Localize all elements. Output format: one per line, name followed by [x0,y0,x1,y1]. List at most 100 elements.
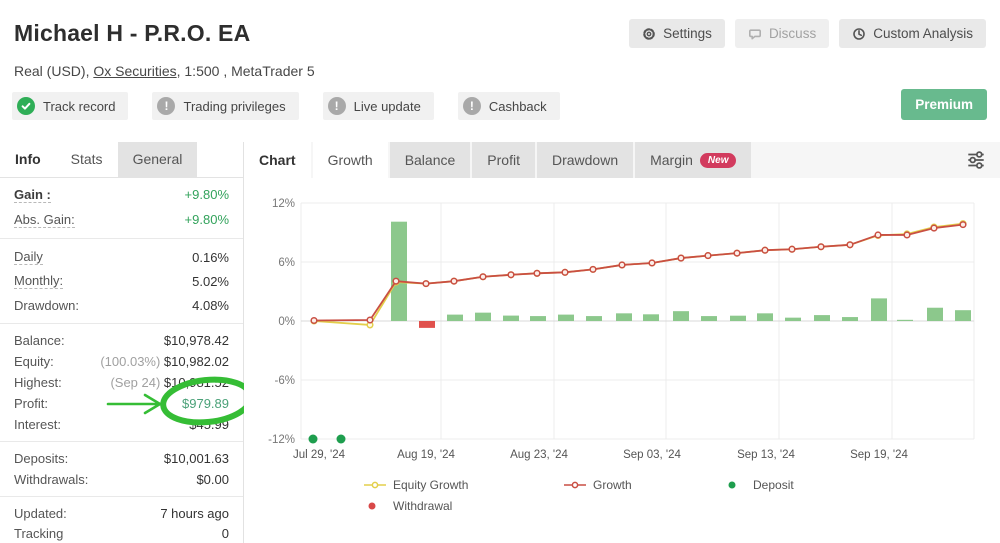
stat-label: Equity: [14,354,54,369]
profit-bar [842,317,858,321]
y-axis-tick: -6% [275,375,295,387]
legend-item-withdrawal[interactable]: Withdrawal [364,499,564,513]
stat-value-main: +9.80% [184,187,229,202]
growth-marker [874,231,882,239]
tab-balance[interactable]: Balance [389,142,471,178]
tab-drawdown[interactable]: Drawdown [536,142,634,178]
sidebar-tab-stats[interactable]: Stats [70,151,103,167]
settings-button[interactable]: Settings [629,19,725,48]
badge-live-update[interactable]: ! Live update [322,92,434,120]
stat-row-interest: Interest: $45.99 [0,414,243,435]
stat-row-gain: Gain : +9.80% [0,182,243,207]
check-icon [17,97,35,115]
badge-trading-privileges[interactable]: ! Trading privileges [152,92,299,120]
profit-bar [814,315,830,321]
header-actions: Settings Discuss Custom Analysis [629,19,986,48]
legend-label: Equity Growth [393,477,469,492]
broker-link[interactable]: Ox Securities [93,63,177,79]
growth-marker [507,271,515,279]
badge-label: Track record [43,98,116,114]
stat-value-main: $10,981.52 [163,375,229,390]
sidebar-tab-general[interactable]: General [117,142,198,177]
stat-value-main: $10,001.63 [163,451,229,466]
profit-bar [530,316,546,321]
tab-chart[interactable]: Chart [244,142,311,178]
exclamation-icon: ! [462,97,481,115]
button-label: Discuss [768,26,817,41]
stat-row-balance: Balance: $10,978.42 [0,330,243,351]
stat-label: Tracking [14,525,64,541]
stat-label[interactable]: Gain : [14,186,51,203]
growth-marker [450,277,458,285]
deposit-marker [336,434,346,444]
growth-marker [733,249,741,257]
legend-item-growth[interactable]: Growth [564,478,724,492]
growth-chart-plot[interactable]: 12% 6% 0% -6% -12% Jul 29, '24 Aug 19, '24 Aug … [244,185,989,470]
profit-bar [871,298,887,321]
divider [0,441,243,442]
stat-value-main: 0.16% [192,249,229,265]
growth-marker [589,265,597,273]
stat-value-main: $10,978.42 [163,333,229,348]
stat-value: $45.99 [189,417,229,432]
stat-value: 0 [222,526,229,541]
stat-value-main: $10,982.02 [163,354,229,369]
growth-marker [903,231,911,239]
tab-label: Balance [404,152,456,168]
stat-value-main: $45.99 [189,417,229,432]
legend-item-deposit[interactable]: Deposit [724,478,794,492]
new-badge: New [699,152,737,168]
stat-value: $10,978.42 [164,333,229,348]
stat-label: Deposits: [14,451,69,466]
chart-filter-icon[interactable] [965,149,987,171]
badge-label: Trading privileges [183,98,286,114]
profit-bar [701,316,717,321]
stats-sidebar: Info Stats General Gain : +9.80% Abs. Gain: +… [0,142,244,543]
button-label: Custom Analysis [873,26,973,41]
badge-cashback[interactable]: ! Cashback [457,92,560,120]
verification-badges: Track record! Trading privileges! Live upd… [12,92,560,120]
tab-margin[interactable]: Margin New [635,142,752,178]
stat-label[interactable]: Monthly: [14,273,64,289]
growth-marker [310,316,318,325]
account-meta: , 1:500 , MetaTrader 5 [176,63,315,79]
legend-item-equity-growth[interactable]: Equity Growth [364,478,564,492]
tab-growth[interactable]: Growth [312,142,388,178]
growth-marker [846,241,854,249]
growth-marker [959,221,967,229]
growth-marker [479,273,487,281]
stat-label: Interest: [14,417,61,432]
custom-analysis-button[interactable]: Custom Analysis [839,19,986,48]
profit-bar [927,307,943,321]
sidebar-tab-info[interactable]: Info [15,151,41,167]
divider [0,238,243,239]
tab-label: Margin [650,152,693,168]
divider [0,496,243,497]
badge-label: Cashback [488,98,547,114]
stat-label: Profit: [14,396,48,411]
stat-row-profit: Profit: $979.89 [0,393,243,414]
stat-value: +9.80% [185,212,229,227]
header: Michael H - P.R.O. EA Real (USD), Ox Sec… [0,0,1000,142]
growth-marker [392,277,400,285]
stat-value: (Sep 24) $10,981.52 [110,375,229,390]
stat-label[interactable]: Abs. Gain: [14,211,75,228]
tab-label: Drawdown [551,152,619,168]
stat-value-note: (Sep 24) [110,375,164,390]
premium-button[interactable]: Premium [901,89,987,120]
stat-row-abs-gain: Abs. Gain: +9.80% [0,207,243,232]
stat-value: 4.08% [192,298,229,313]
stat-label[interactable]: Daily [14,249,43,265]
x-axis-tick: Aug 23, '24 [510,449,568,461]
deposit-marker [308,434,318,444]
stat-value-main: $0.00 [196,472,229,487]
profit-bar [503,315,519,321]
stat-value-main: $979.89 [182,396,229,411]
discuss-button[interactable]: Discuss [734,19,830,48]
profit-bar [616,313,632,321]
badge-track-record[interactable]: Track record [12,92,129,120]
tab-profit[interactable]: Profit [472,142,535,178]
profit-bar [730,315,746,321]
legend-row: Withdrawal [244,495,1000,516]
y-axis-tick: 0% [278,316,295,328]
